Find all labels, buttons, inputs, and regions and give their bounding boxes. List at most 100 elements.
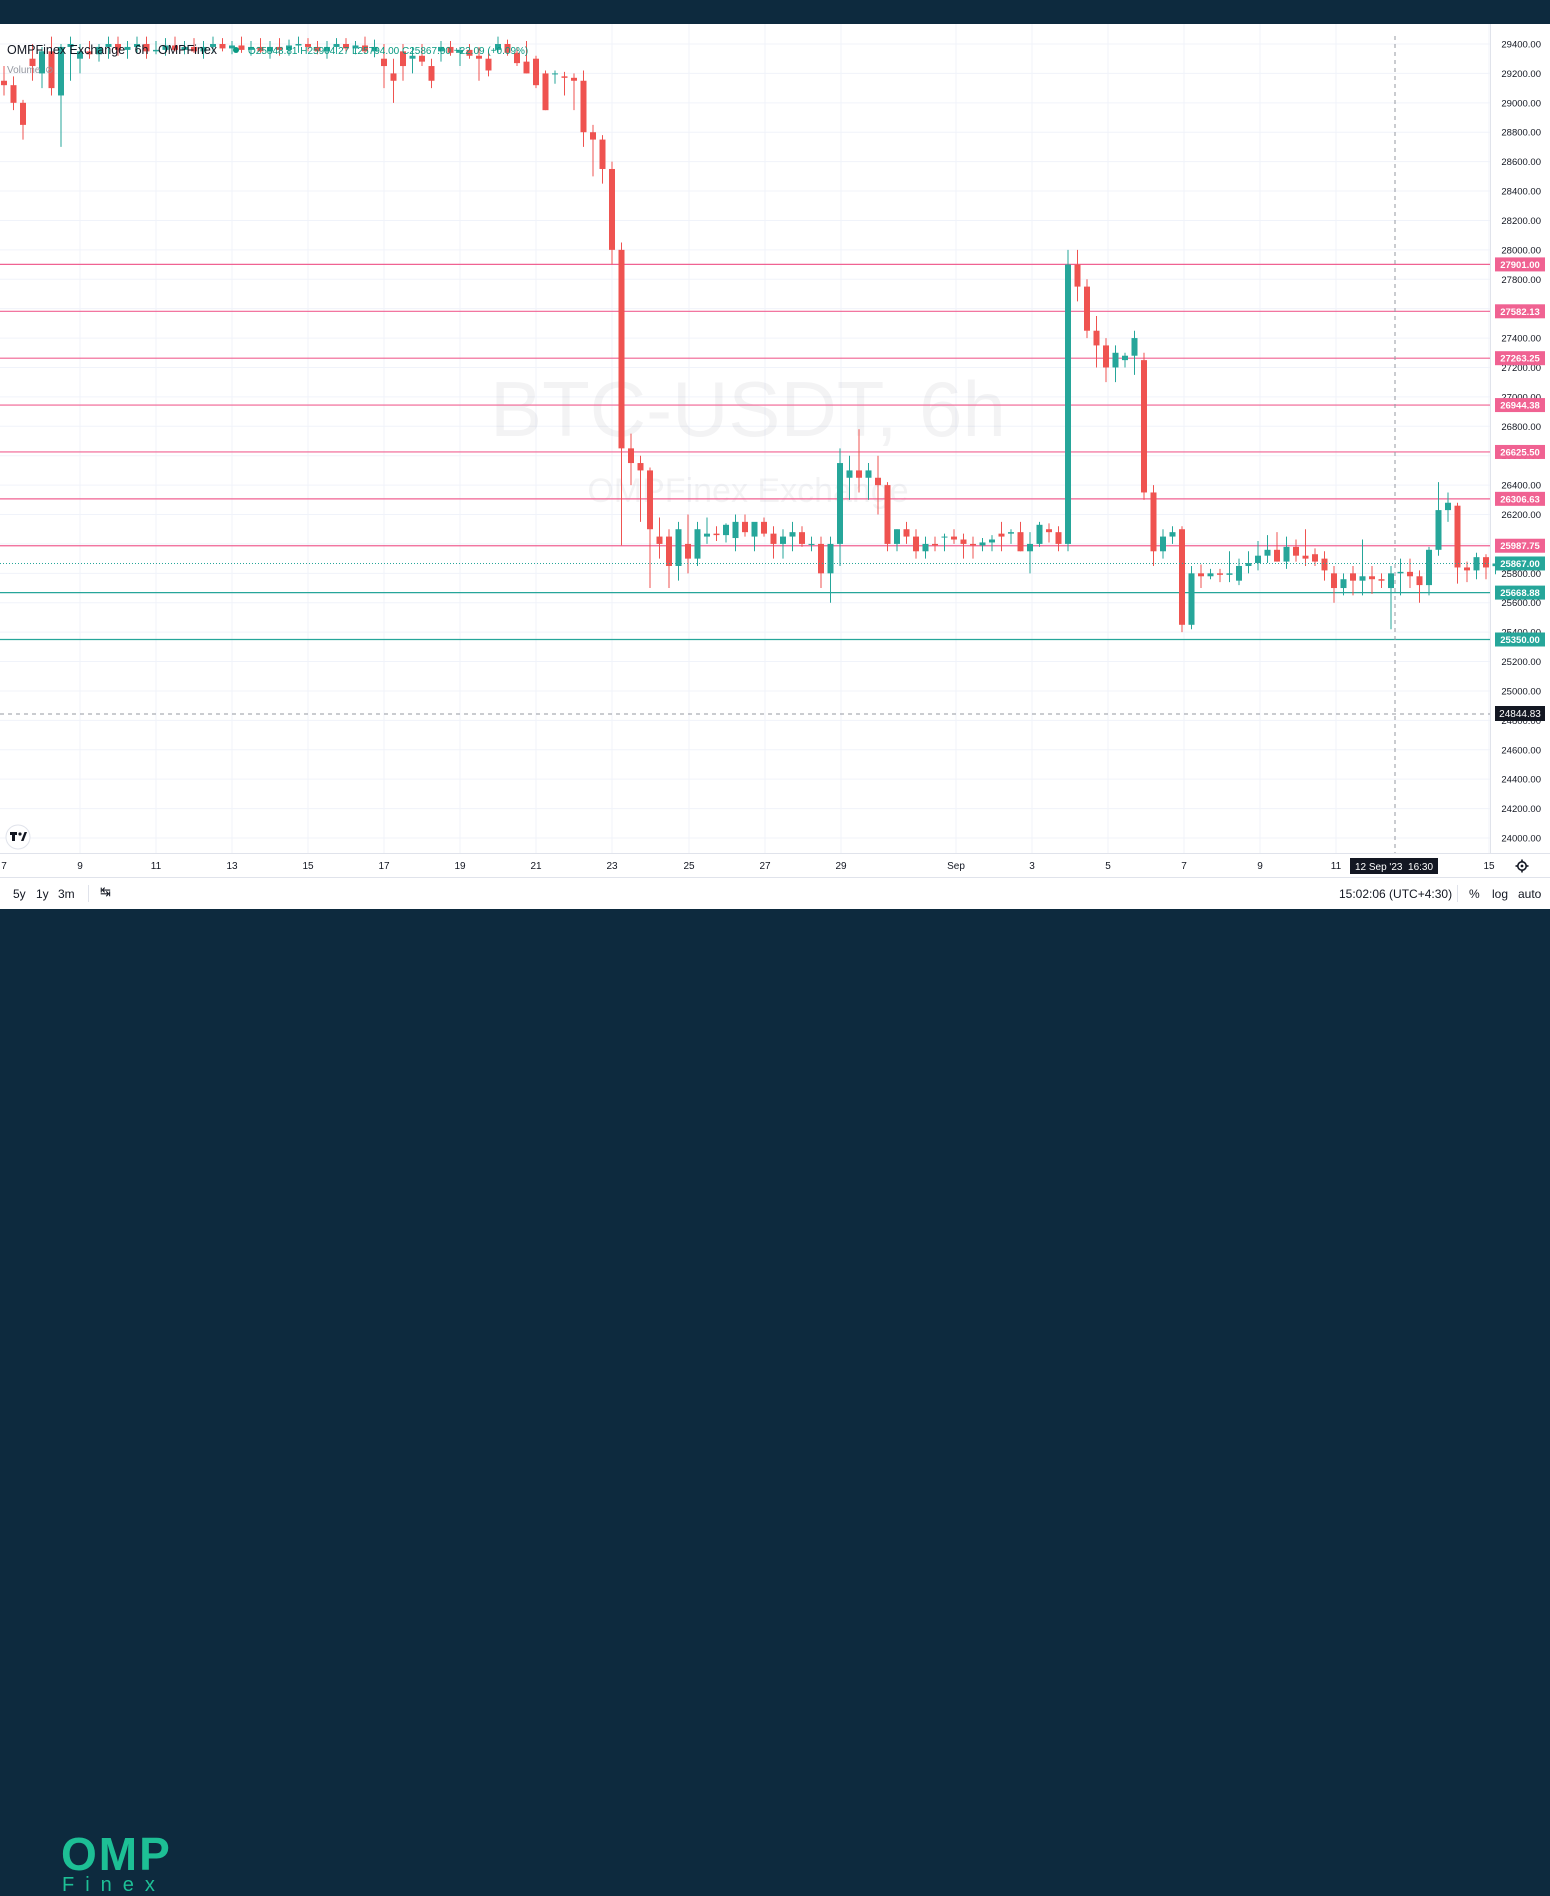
candle-body (1017, 532, 1024, 552)
candle-body (799, 532, 805, 544)
candle-body (371, 46, 378, 52)
log-scale-toggle[interactable]: log (1492, 887, 1509, 901)
candle-body (48, 51, 55, 89)
volume-indicator-label[interactable]: Volume ⊘ (7, 65, 54, 76)
level-price-label: 25350.00 (1500, 635, 1540, 646)
candle-body (466, 49, 473, 56)
range-button-1y[interactable]: 1y (36, 887, 49, 901)
candle-body (447, 46, 454, 53)
candle-body (143, 44, 150, 52)
brand-logo-omp: OMP (61, 1828, 172, 1880)
go-to-date-icon[interactable]: ↹ (100, 884, 111, 899)
legend-ohlc-values: O25848.81 H25904.27 L25794.00 C25867.00 … (248, 46, 529, 57)
candle-body (894, 529, 900, 544)
percent-scale-toggle[interactable]: % (1469, 887, 1480, 901)
candle-body (618, 249, 625, 449)
candle-body (39, 51, 45, 74)
candle-body (1350, 573, 1356, 581)
level-price-label: 26625.50 (1500, 447, 1540, 458)
candle-body (884, 485, 891, 544)
price-tick-label: 25000.00 (1501, 686, 1541, 697)
price-tick-label: 28400.00 (1501, 187, 1541, 198)
price-tick-label: 25800.00 (1501, 569, 1541, 580)
candle-body (1331, 573, 1337, 589)
price-tick-label: 29000.00 (1501, 98, 1541, 109)
candle-body (951, 536, 957, 540)
candle-body (865, 470, 872, 478)
grid-lines (0, 24, 1490, 853)
candle-body (789, 532, 796, 537)
chart-legend[interactable]: OMPFinex Exchange 6h OMPFinex O25848.81 … (7, 43, 528, 57)
time-tick-label: 9 (1257, 861, 1263, 872)
hidden-eye-icon[interactable]: ⊘ (45, 65, 54, 76)
candle-body (20, 102, 26, 125)
candle-body (675, 529, 682, 566)
candle-body (1464, 567, 1470, 571)
time-tick-label: 15 (302, 861, 314, 872)
range-button-3m[interactable]: 3m (58, 887, 75, 901)
candle-body (134, 44, 140, 47)
candle-body (409, 55, 416, 59)
last-price-label: 25867.00 (1500, 559, 1540, 570)
range-button-5y[interactable]: 5y (13, 887, 26, 901)
candle-body (713, 533, 720, 536)
price-tick-label: 28600.00 (1501, 157, 1541, 168)
candle-body (1131, 338, 1138, 356)
candle-body (124, 46, 131, 50)
candle-body (514, 52, 520, 64)
tradingview-logo-icon[interactable] (5, 824, 31, 850)
price-tick-label: 24600.00 (1501, 745, 1541, 756)
candle-body (305, 44, 311, 47)
candle-body (1169, 532, 1176, 537)
crosshair-date-label: 12 Sep '23 16:30 (1350, 858, 1438, 874)
clock-timezone[interactable]: 15:02:06 (UTC+4:30) (1339, 887, 1453, 901)
candle-body (941, 536, 948, 538)
time-tick-label: 17 (378, 861, 390, 872)
candle-body (1236, 565, 1242, 581)
candle-body (485, 58, 492, 71)
level-price-tag (1495, 444, 1545, 459)
candle-body (438, 46, 444, 52)
candle-body (476, 55, 482, 59)
chart-panel[interactable]: BTC-USDT, 6h OMPFinex Exchange 24000.00 2… (0, 24, 1550, 909)
level-price-label: 27901.00 (1500, 260, 1540, 271)
level-price-label: 27582.13 (1500, 307, 1540, 318)
candle-body (922, 543, 929, 552)
market-status-dot-icon (232, 47, 239, 53)
price-axis[interactable]: 24000.00 24200.00 24400.00 24600.00 24800.00… (1490, 24, 1546, 853)
candle-body (1217, 573, 1223, 575)
level-price-tag (1495, 585, 1545, 600)
time-tick-label: 21 (530, 861, 542, 872)
candle-body (590, 132, 596, 140)
candle-body (419, 55, 425, 62)
candle-body (1027, 543, 1033, 552)
candle-body (1340, 579, 1347, 589)
price-tick-label: 29400.00 (1501, 40, 1541, 51)
time-tick-label: 27 (759, 861, 771, 872)
candle-body (628, 448, 634, 464)
candle-body (1084, 286, 1090, 331)
candle-body (495, 44, 501, 50)
level-price-tag (1495, 398, 1545, 413)
candle-body (153, 49, 159, 52)
time-tick-label: 3 (1029, 861, 1035, 872)
toolbar-divider (1457, 885, 1458, 902)
candle-body (1483, 557, 1489, 568)
candle-body (561, 76, 568, 78)
candle-body (267, 46, 273, 52)
candle-body (1321, 558, 1328, 571)
time-axis[interactable]: 7 9 11 13 15 17 19 21 23 25 27 29 Sep 3 5 7 9 11 15 (0, 853, 1550, 873)
price-tick-label: 24200.00 (1501, 804, 1541, 815)
candle-body (903, 529, 910, 537)
candle-body (105, 44, 112, 47)
candle-body (1426, 549, 1432, 586)
price-tick-label: 27800.00 (1501, 275, 1541, 286)
time-tick-label: 15 (1483, 861, 1495, 872)
candle-body (1, 80, 7, 86)
candlestick-chart[interactable]: BTC-USDT, 6h OMPFinex Exchange 24000.002… (0, 24, 1550, 909)
time-tick-label: 7 (1181, 861, 1187, 872)
settings-gear-icon[interactable] (1515, 859, 1529, 873)
candle-body (1103, 345, 1109, 368)
auto-scale-toggle[interactable]: auto (1518, 887, 1542, 901)
candle-body (685, 543, 691, 559)
